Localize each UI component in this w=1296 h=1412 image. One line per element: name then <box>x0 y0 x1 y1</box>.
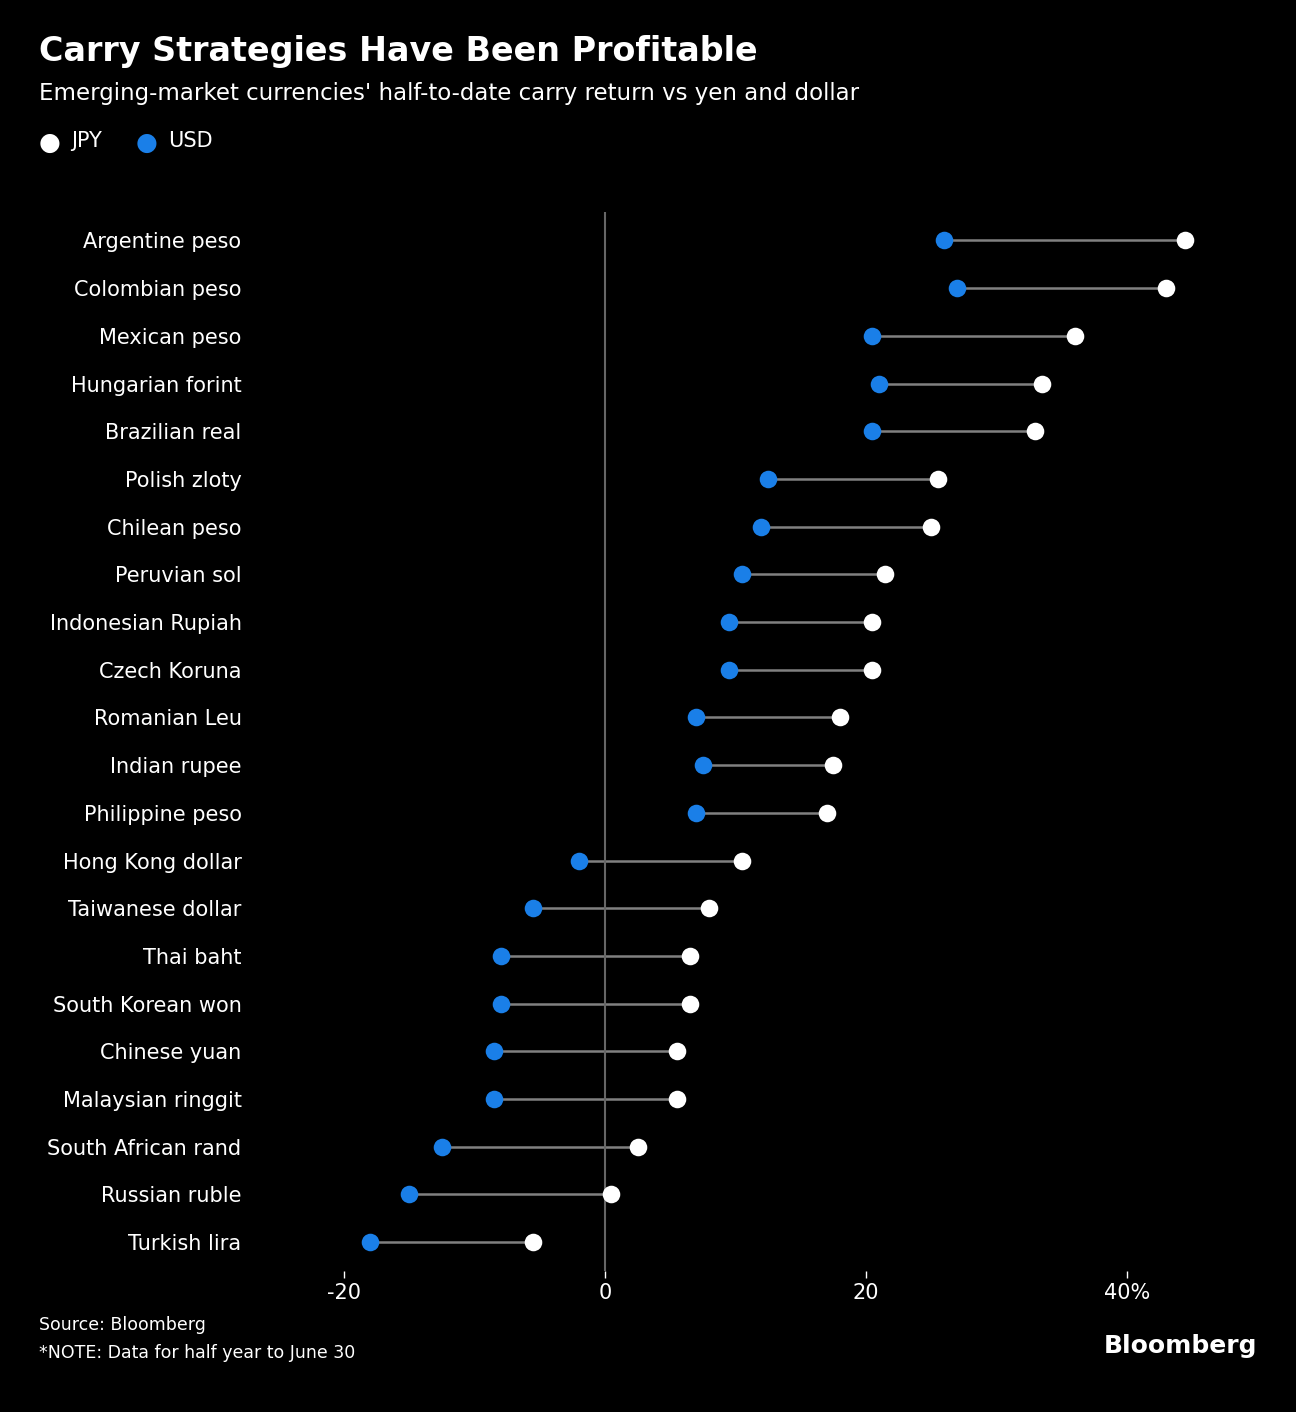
Point <box>823 754 844 777</box>
Point <box>933 229 954 251</box>
Text: Carry Strategies Have Been Profitable: Carry Strategies Have Been Profitable <box>39 35 757 68</box>
Point <box>490 993 511 1015</box>
Point <box>1032 373 1052 395</box>
Point <box>868 373 889 395</box>
Text: JPY: JPY <box>71 131 102 151</box>
Point <box>862 658 883 681</box>
Text: Source: Bloomberg: Source: Bloomberg <box>39 1316 206 1334</box>
Point <box>752 515 772 538</box>
Point <box>947 277 968 299</box>
Point <box>483 1041 504 1063</box>
Point <box>490 945 511 967</box>
Point <box>627 1135 648 1158</box>
Text: ●: ● <box>39 131 61 155</box>
Point <box>601 1183 622 1206</box>
Point <box>686 706 706 729</box>
Point <box>679 993 700 1015</box>
Point <box>927 467 947 490</box>
Point <box>731 563 752 586</box>
Point <box>522 897 543 919</box>
Text: ●: ● <box>136 131 158 155</box>
Point <box>1025 419 1046 442</box>
Point <box>718 658 739 681</box>
Point <box>483 1087 504 1110</box>
Text: *NOTE: Data for half year to June 30: *NOTE: Data for half year to June 30 <box>39 1344 355 1363</box>
Point <box>692 754 713 777</box>
Point <box>522 1231 543 1254</box>
Point <box>686 802 706 825</box>
Point <box>666 1087 687 1110</box>
Point <box>699 897 719 919</box>
Point <box>862 325 883 347</box>
Point <box>875 563 896 586</box>
Point <box>360 1231 381 1254</box>
Text: USD: USD <box>168 131 213 151</box>
Point <box>1175 229 1196 251</box>
Point <box>829 706 850 729</box>
Point <box>569 849 590 871</box>
Point <box>731 849 752 871</box>
Point <box>758 467 779 490</box>
Point <box>718 611 739 634</box>
Point <box>862 419 883 442</box>
Point <box>432 1135 452 1158</box>
Point <box>862 611 883 634</box>
Point <box>920 515 941 538</box>
Point <box>399 1183 420 1206</box>
Point <box>666 1041 687 1063</box>
Text: Emerging-market currencies' half-to-date carry return vs yen and dollar: Emerging-market currencies' half-to-date… <box>39 82 859 104</box>
Point <box>1156 277 1177 299</box>
Text: Bloomberg: Bloomberg <box>1104 1334 1257 1358</box>
Point <box>816 802 837 825</box>
Point <box>679 945 700 967</box>
Point <box>1064 325 1085 347</box>
